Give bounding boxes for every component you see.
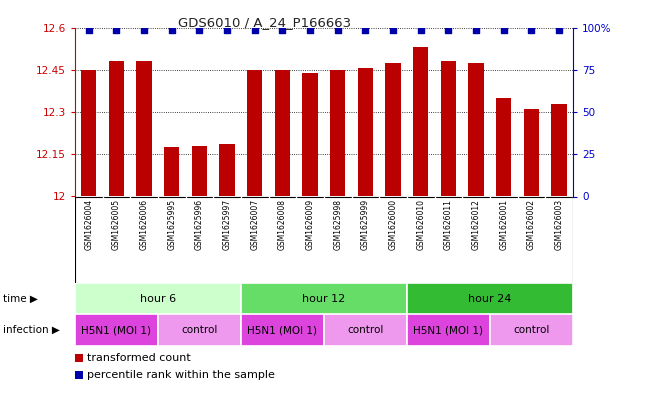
Bar <box>358 68 373 196</box>
Text: GSM1625995: GSM1625995 <box>167 199 176 250</box>
Text: hour 24: hour 24 <box>468 294 512 304</box>
Text: percentile rank within the sample: percentile rank within the sample <box>87 370 275 380</box>
Bar <box>137 61 152 196</box>
Bar <box>407 314 490 346</box>
Point <box>388 27 398 33</box>
Bar <box>275 70 290 196</box>
Text: hour 6: hour 6 <box>140 294 176 304</box>
Bar <box>158 314 241 346</box>
Text: transformed count: transformed count <box>87 353 190 363</box>
Point <box>471 27 481 33</box>
Text: GSM1626009: GSM1626009 <box>305 199 314 250</box>
Point <box>305 27 315 33</box>
Text: control: control <box>181 325 217 335</box>
Bar <box>303 73 318 196</box>
Bar <box>219 144 234 196</box>
Bar <box>330 70 345 196</box>
Bar <box>496 98 511 196</box>
Bar <box>241 314 324 346</box>
Text: GSM1625996: GSM1625996 <box>195 199 204 250</box>
Bar <box>109 61 124 196</box>
Text: H5N1 (MOI 1): H5N1 (MOI 1) <box>81 325 152 335</box>
Text: time ▶: time ▶ <box>3 294 38 304</box>
Point <box>139 27 149 33</box>
Text: GDS6010 / A_24_P166663: GDS6010 / A_24_P166663 <box>178 16 351 29</box>
Point <box>194 27 204 33</box>
Text: H5N1 (MOI 1): H5N1 (MOI 1) <box>247 325 318 335</box>
Bar <box>551 103 566 196</box>
Text: control: control <box>347 325 383 335</box>
Bar <box>324 314 407 346</box>
Text: GSM1626002: GSM1626002 <box>527 199 536 250</box>
Text: GSM1626003: GSM1626003 <box>555 199 564 250</box>
Point <box>167 27 177 33</box>
Bar <box>490 314 573 346</box>
Bar <box>81 70 96 196</box>
Text: hour 12: hour 12 <box>302 294 346 304</box>
Bar <box>75 314 158 346</box>
Bar <box>413 47 428 196</box>
Point <box>415 27 426 33</box>
Text: GSM1626006: GSM1626006 <box>139 199 148 250</box>
Bar <box>192 146 207 196</box>
Text: GSM1626011: GSM1626011 <box>444 199 453 250</box>
Text: GSM1626005: GSM1626005 <box>112 199 121 250</box>
Bar <box>469 63 484 196</box>
Point <box>526 27 536 33</box>
Bar <box>385 63 400 196</box>
Point <box>83 27 94 33</box>
Text: GSM1626001: GSM1626001 <box>499 199 508 250</box>
Point <box>222 27 232 33</box>
Point <box>111 27 122 33</box>
Point <box>333 27 343 33</box>
Point <box>443 27 454 33</box>
Bar <box>441 61 456 196</box>
Point <box>277 27 288 33</box>
Text: control: control <box>513 325 549 335</box>
Text: GSM1626008: GSM1626008 <box>278 199 287 250</box>
Bar <box>75 283 241 314</box>
Bar <box>524 109 539 196</box>
Point <box>249 27 260 33</box>
Text: H5N1 (MOI 1): H5N1 (MOI 1) <box>413 325 484 335</box>
Bar <box>407 283 573 314</box>
Text: GSM1625998: GSM1625998 <box>333 199 342 250</box>
Point <box>554 27 564 33</box>
Text: GSM1625999: GSM1625999 <box>361 199 370 250</box>
Text: GSM1626012: GSM1626012 <box>471 199 480 250</box>
Text: infection ▶: infection ▶ <box>3 325 60 335</box>
Text: GSM1626010: GSM1626010 <box>416 199 425 250</box>
Bar <box>164 147 179 196</box>
Text: GSM1625997: GSM1625997 <box>223 199 232 250</box>
Bar <box>247 70 262 196</box>
Bar <box>241 283 407 314</box>
Point <box>499 27 509 33</box>
Point <box>360 27 370 33</box>
Text: GSM1626004: GSM1626004 <box>84 199 93 250</box>
Text: GSM1626007: GSM1626007 <box>250 199 259 250</box>
Text: GSM1626000: GSM1626000 <box>389 199 398 250</box>
